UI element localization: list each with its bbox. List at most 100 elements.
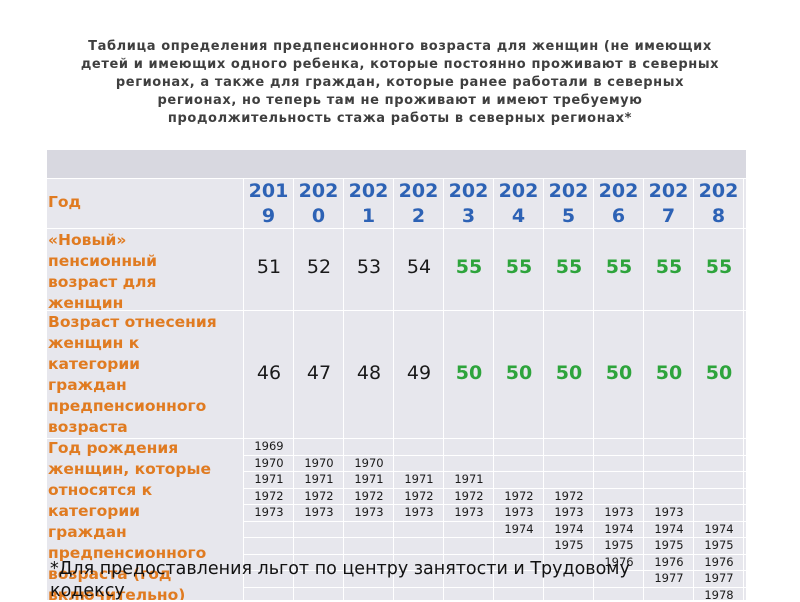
birth-year-cell: 1972 [454, 488, 484, 503]
pre-age-value: 46 [256, 362, 282, 384]
year-header-bottom: 4 [511, 205, 526, 227]
year-header: 202 4 [494, 179, 543, 229]
birth-year-cell: 1972 [304, 488, 334, 503]
birth-year-cell: 1971 [304, 472, 334, 486]
year-header: 202 6 [594, 179, 643, 229]
pre-age-value: 47 [306, 362, 332, 384]
year-header: 202 8 [694, 179, 743, 229]
pre-age-value: 50 [455, 362, 483, 384]
birth-year-cell: 1976 [704, 554, 734, 569]
birth-year-cell: 1971 [404, 472, 434, 486]
birth-year-cell: 1970 [304, 455, 334, 470]
year-header-top: 202 [398, 180, 439, 202]
birth-year-cell: 1972 [404, 488, 434, 503]
pre-age-row-label: Возраст отнесения женщин к категории гра… [48, 312, 242, 438]
birth-year-cell: 1974 [704, 521, 734, 536]
birth-year-cell: 1973 [654, 505, 684, 519]
grid-line-vertical [493, 178, 494, 600]
label-line: возраста [48, 418, 128, 436]
grid-line-vertical [293, 178, 294, 600]
label-line: «Новый» [48, 231, 127, 249]
birth-year-cell: 1975 [604, 538, 634, 552]
title-line: регионах, а также для граждан, которые р… [115, 75, 685, 90]
pre-age-value: 50 [655, 362, 683, 384]
year-header: 202 7 [644, 179, 693, 229]
birth-year-cell: 1973 [454, 505, 484, 519]
birth-year-cell: 1972 [504, 488, 534, 503]
new-age-value: 53 [356, 256, 382, 278]
birth-year-cell: 1972 [554, 488, 584, 503]
year-header-bottom: 6 [611, 205, 626, 227]
grid-line-vertical [693, 178, 694, 600]
birth-year-cell: 1977 [654, 571, 684, 585]
title-line: продолжительность стажа работы в северны… [167, 111, 633, 126]
label-line: пенсионный [48, 252, 157, 270]
birth-year-row-label: Год рождения женщин, которые относятся к… [48, 438, 242, 600]
birth-year-cell: 1973 [604, 505, 634, 519]
year-header-top: 202 [448, 180, 489, 202]
label-line: женщин, которые [48, 460, 212, 478]
birth-year-cell: 1973 [354, 505, 384, 519]
birth-year-cell: 1978 [704, 587, 734, 601]
year-header: 202 3 [444, 179, 493, 229]
birth-year-cell: 1973 [254, 505, 284, 519]
new-age-value: 51 [256, 256, 282, 278]
label-line: предпенсионного [48, 397, 207, 415]
footnote-line: кодексу [50, 581, 125, 601]
grid-line-horizontal [244, 487, 746, 489]
pre-age-value: 48 [356, 362, 382, 384]
birth-year-cell: 1974 [504, 521, 534, 536]
grid-line-vertical [543, 178, 544, 600]
grid-line-vertical [343, 178, 344, 600]
grid-line-horizontal [244, 504, 746, 505]
new-age-value: 55 [655, 256, 683, 278]
table-header-band [47, 150, 746, 178]
year-header-bottom: 2 [411, 205, 426, 227]
pre-age-value: 49 [406, 362, 432, 384]
birth-year-cell: 1976 [654, 554, 684, 569]
label-line: женщин к [48, 334, 140, 352]
year-header-top: 201 [248, 180, 289, 202]
new-age-value: 55 [605, 256, 633, 278]
birth-year-cell: 1976 [604, 554, 634, 569]
year-header-top: 202 [648, 180, 689, 202]
label-line: относятся к [48, 481, 153, 499]
birth-year-cell: 1972 [354, 488, 384, 503]
label-line: Год рождения [48, 439, 179, 457]
label-line: категории [48, 502, 141, 520]
birth-year-cell: 1972 [254, 488, 284, 503]
year-header-top: 202 [698, 180, 739, 202]
birth-year-cell: 1971 [454, 472, 484, 486]
birth-year-cell: 1971 [354, 472, 384, 486]
grid-line-vertical [643, 178, 644, 600]
year-header: 202 1 [344, 179, 393, 229]
year-header-bottom: 8 [711, 205, 726, 227]
new-age-row-label: «Новый» пенсионный возраст для женщин [48, 230, 242, 314]
pre-age-value: 50 [605, 362, 633, 384]
grid-line-vertical [393, 178, 394, 600]
year-header-bottom: 9 [261, 205, 276, 227]
grid-line-horizontal [47, 310, 746, 311]
grid-line-horizontal [47, 178, 746, 179]
birth-year-cell: 1973 [504, 505, 534, 519]
footnote-line: *Для предоставления льгот по центру заня… [50, 559, 630, 579]
year-header-top: 202 [298, 180, 339, 202]
birth-year-cell: 1970 [354, 455, 384, 470]
title-line: Таблица определения предпенсионного возр… [88, 39, 712, 54]
birth-year-cell: 1973 [404, 505, 434, 519]
grid-line-horizontal [244, 537, 746, 538]
birth-year-cell: 1970 [254, 455, 284, 470]
birth-year-cell: 1974 [554, 521, 584, 536]
title-line: детей и имеющих одного ребенка, которые … [80, 57, 720, 72]
label-line: женщин [48, 294, 124, 312]
birth-year-cell: 1977 [704, 571, 734, 585]
new-age-value: 55 [505, 256, 533, 278]
year-header-bottom: 1 [361, 205, 376, 227]
label-line: включительно) [48, 586, 186, 600]
year-header: 201 9 [244, 179, 293, 229]
birth-year-cell: 1975 [654, 538, 684, 552]
label-line: Возраст отнесения [48, 313, 217, 331]
new-age-value: 54 [406, 256, 432, 278]
year-header-bottom: 3 [461, 205, 476, 227]
grid-line-vertical [743, 178, 744, 600]
